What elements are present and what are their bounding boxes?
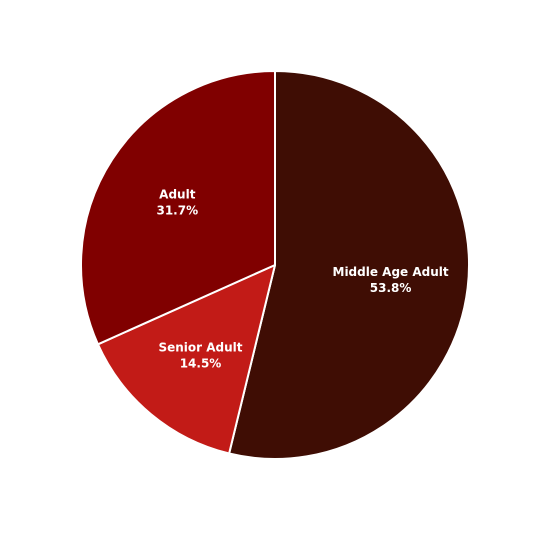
pie-label-senior-adult: Senior Adult 14.5% bbox=[158, 340, 242, 370]
slice-value-label: 31.7% bbox=[156, 204, 198, 218]
pie-slice-middle-age-adult[interactable] bbox=[228, 70, 470, 460]
slice-value-label: 53.8% bbox=[370, 281, 412, 295]
slice-name-label: Senior Adult bbox=[158, 340, 242, 354]
pie-label-middle-age-adult: Middle Age Adult 53.8% bbox=[333, 265, 449, 295]
pie-slice-adult[interactable] bbox=[80, 70, 276, 346]
pie-slice-senior-adult[interactable] bbox=[96, 264, 276, 455]
slice-value-label: 14.5% bbox=[180, 356, 222, 370]
pie-label-adult: Adult 31.7% bbox=[156, 188, 198, 218]
slice-name-label: Adult bbox=[159, 188, 196, 202]
slice-name-label: Middle Age Adult bbox=[333, 265, 449, 279]
